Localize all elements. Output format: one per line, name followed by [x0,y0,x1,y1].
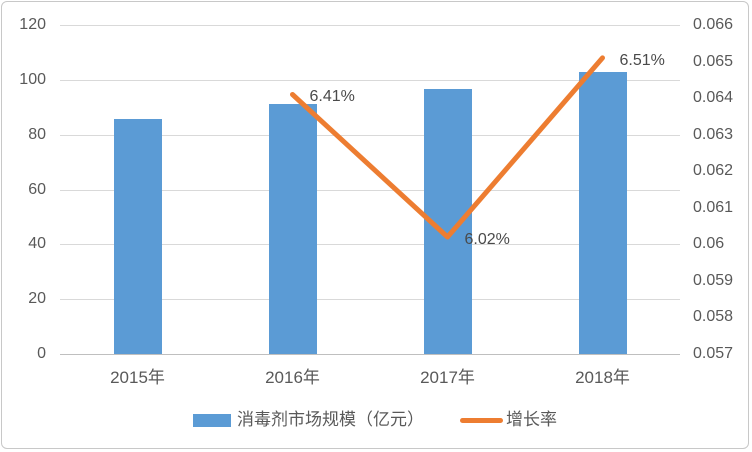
x-axis-label: 2016年 [265,368,320,387]
y-axis-right-tick: 0.065 [693,52,734,70]
x-axis-label: 2018年 [575,368,630,387]
bar [268,104,317,354]
gridline [60,299,680,301]
legend-line-swatch [460,417,503,423]
x-axis-line [60,354,680,355]
gridline [60,25,680,26]
x-axis-label: 2015年 [110,368,165,387]
data-label: 6.51% [619,51,665,69]
y-axis-left-tick: 20 [28,290,46,308]
bar [423,89,472,354]
legend: 消毒剂市场规模（亿元） 增长率 [2,410,748,430]
y-axis-right-tick: 0.066 [693,16,734,33]
y-axis-right-tick: 0.061 [693,198,734,216]
y-axis-right-tick: 0.062 [693,162,734,180]
bar [113,119,162,354]
y-axis-right-tick: 0.059 [693,271,734,289]
data-label: 6.41% [309,88,355,106]
y-axis-left-tick: 100 [19,70,46,88]
data-label: 6.02% [464,231,510,249]
y-axis-right-tick: 0.063 [693,125,734,143]
y-axis-right-tick: 0.058 [693,308,734,326]
y-axis-left-tick: 80 [28,125,46,143]
legend-label: 增长率 [506,410,557,429]
y-axis-left-tick: 60 [28,180,46,198]
legend-item: 增长率 [460,410,557,430]
x-axis-label: 2017年 [420,368,475,387]
y-axis-left-tick: 0 [37,345,46,362]
y-axis-right-tick: 0.064 [693,89,734,107]
y-axis-left-tick: 120 [19,16,46,33]
legend-bar-swatch [193,413,231,427]
legend-item: 消毒剂市场规模（亿元） [193,410,424,430]
y-axis-right-tick: 0.057 [693,345,734,362]
gridline [60,244,680,246]
bar [578,71,627,354]
legend-label: 消毒剂市场规模（亿元） [237,410,424,429]
y-axis-left-tick: 40 [28,235,46,253]
y-axis-right-tick: 0.06 [693,235,725,253]
